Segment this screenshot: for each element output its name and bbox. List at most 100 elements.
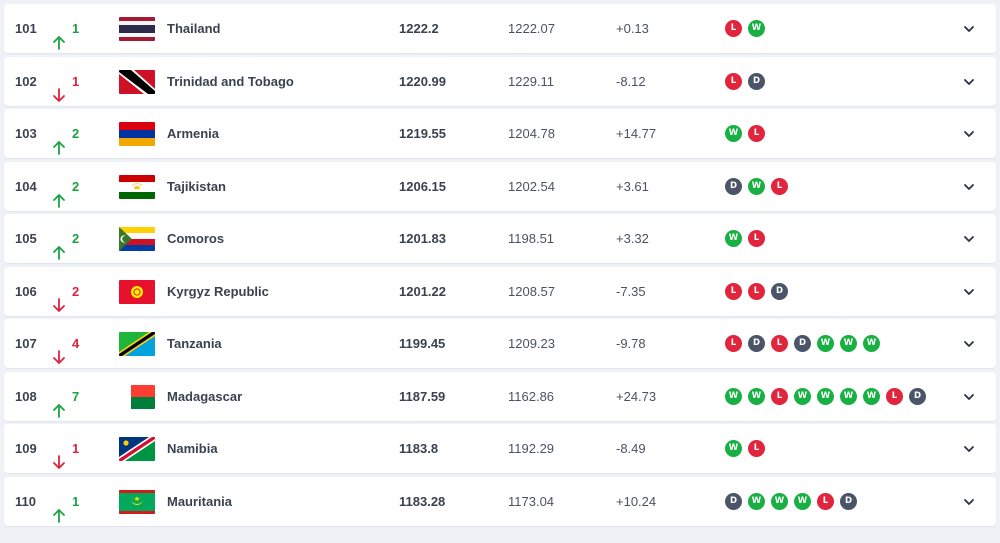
movement-value: 7: [72, 388, 80, 404]
country-name[interactable]: Trinidad and Tobago: [167, 73, 294, 89]
rank: 105: [15, 231, 37, 246]
country-name[interactable]: Namibia: [167, 441, 218, 456]
chevron-down-icon[interactable]: [961, 494, 977, 510]
country-name[interactable]: Tanzania: [167, 336, 222, 351]
chevron-down-icon[interactable]: [961, 74, 977, 90]
form-badge-w: W: [840, 335, 857, 352]
country-name[interactable]: Armenia: [167, 126, 220, 141]
flag-tajikistan: [119, 174, 155, 199]
chevron-down-icon[interactable]: [961, 179, 977, 195]
previous-points: 1198.51: [508, 231, 555, 246]
points-change: +3.61: [616, 178, 649, 194]
chevron-down-icon[interactable]: [961, 21, 977, 37]
ranking-row[interactable]: 103 2 Armenia 1219.55 1204.78 +14.77 W L: [4, 109, 996, 158]
previous-points: 1202.54: [508, 178, 555, 194]
arrow-up-icon: [52, 389, 66, 418]
total-points: 1183.28: [399, 493, 446, 509]
form-badge-w: W: [725, 230, 742, 247]
total-points: 1201.83: [399, 231, 446, 246]
country-name[interactable]: Tajikistan: [167, 178, 227, 194]
ranking-row[interactable]: 104 2 Tajikistan 1206.15 1202.54 +3.61 D W L: [4, 161, 996, 211]
flag-tanzania: [119, 332, 155, 356]
arrow-up-icon: [52, 179, 66, 208]
form-badge-l: L: [817, 492, 834, 510]
ranking-row[interactable]: 107 4 Tanzania 1199.45 1209.23 -9.78 L D L D W W W: [4, 319, 996, 368]
form-badge-d: D: [794, 335, 811, 352]
ranking-row[interactable]: 102 1 Trinidad and Tobago 1220.99 1229.11 -8.…: [4, 56, 996, 106]
ranking-row[interactable]: 110 1 Mauritania 1183.28 1173.04 +10.24 D W W W L D: [4, 476, 996, 526]
form-badge-l: L: [725, 282, 742, 300]
arrow-down-icon: [52, 284, 66, 312]
previous-points: 1208.57: [508, 283, 555, 299]
previous-points: 1204.78: [508, 126, 555, 141]
ranking-row[interactable]: 105 2 Comoros 1201.83 1198.51 +3.32 W L: [4, 214, 996, 263]
movement-value: 2: [72, 231, 80, 246]
form-badge-d: D: [840, 492, 857, 510]
ranking-row[interactable]: 101 1 Thailand 1222.2 1222.07 +0.13 L W: [4, 4, 996, 53]
arrow-up-icon: [52, 494, 66, 523]
flag-mauritania: [119, 489, 155, 514]
previous-points: 1222.07: [508, 21, 555, 36]
total-points: 1187.59: [399, 388, 446, 404]
form-badge-l: L: [725, 72, 742, 90]
form-badge-l: L: [771, 177, 788, 195]
previous-points: 1192.29: [508, 441, 555, 456]
form-badge-d: D: [725, 492, 742, 510]
chevron-down-icon[interactable]: [961, 389, 977, 405]
country-name[interactable]: Mauritania: [167, 493, 233, 509]
ranking-row[interactable]: 106 2 Kyrgyz Republic 1201.22 1208.57 -7.35 L L…: [4, 266, 996, 316]
rank: 104: [15, 178, 37, 194]
ranking-row[interactable]: 109 1 Namibia 1183.8 1192.29 -8.49 W L: [4, 424, 996, 473]
flag-armenia: [119, 122, 155, 146]
form-badge-w: W: [725, 440, 742, 457]
total-points: 1201.22: [399, 283, 446, 299]
chevron-down-icon[interactable]: [961, 231, 977, 247]
flag-namibia: [119, 437, 155, 461]
form-badge-d: D: [771, 282, 788, 300]
points-change: +10.24: [616, 493, 657, 509]
form-badge-l: L: [748, 282, 765, 300]
form-badge-w: W: [771, 492, 788, 510]
movement-value: 2: [72, 126, 80, 141]
arrow-down-icon: [52, 74, 66, 102]
ranking-list: 101 1 Thailand 1222.2 1222.07 +0.13 L W 102 1 Trin…: [4, 4, 996, 526]
country-name[interactable]: Comoros: [167, 231, 225, 246]
form-badge-l: L: [771, 335, 788, 352]
flag-thailand: [119, 17, 155, 41]
flag-kyrgyz: [119, 279, 155, 304]
ranking-row[interactable]: 108 7 Madagascar 1187.59 1162.86 +24.73 W W L W W W…: [4, 371, 996, 421]
flag-comoros: [119, 227, 155, 251]
rank: 107: [15, 336, 37, 351]
country-name[interactable]: Madagascar: [167, 388, 243, 404]
total-points: 1199.45: [399, 336, 446, 351]
rank: 110: [15, 493, 36, 509]
rank: 103: [15, 126, 37, 141]
country-name[interactable]: Kyrgyz Republic: [167, 283, 269, 299]
points-change: -9.78: [616, 336, 646, 351]
form-badge-l: L: [725, 335, 742, 352]
form-badge-l: L: [748, 230, 765, 247]
movement-value: 1: [72, 73, 80, 89]
total-points: 1220.99: [399, 73, 446, 89]
country-name[interactable]: Thailand: [167, 21, 221, 36]
points-change: +3.32: [616, 231, 649, 246]
total-points: 1206.15: [399, 178, 446, 194]
chevron-down-icon[interactable]: [961, 336, 977, 352]
chevron-down-icon[interactable]: [961, 284, 977, 300]
form-badge-d: D: [725, 177, 742, 195]
total-points: 1183.8: [399, 441, 439, 456]
chevron-down-icon[interactable]: [961, 441, 977, 457]
form-badge-w: W: [748, 492, 765, 510]
form-badge-w: W: [748, 177, 765, 195]
form-badge-d: D: [909, 387, 926, 405]
arrow-down-icon: [52, 441, 66, 469]
movement-value: 1: [72, 493, 80, 509]
chevron-down-icon[interactable]: [961, 126, 977, 142]
rank: 101: [15, 21, 37, 36]
